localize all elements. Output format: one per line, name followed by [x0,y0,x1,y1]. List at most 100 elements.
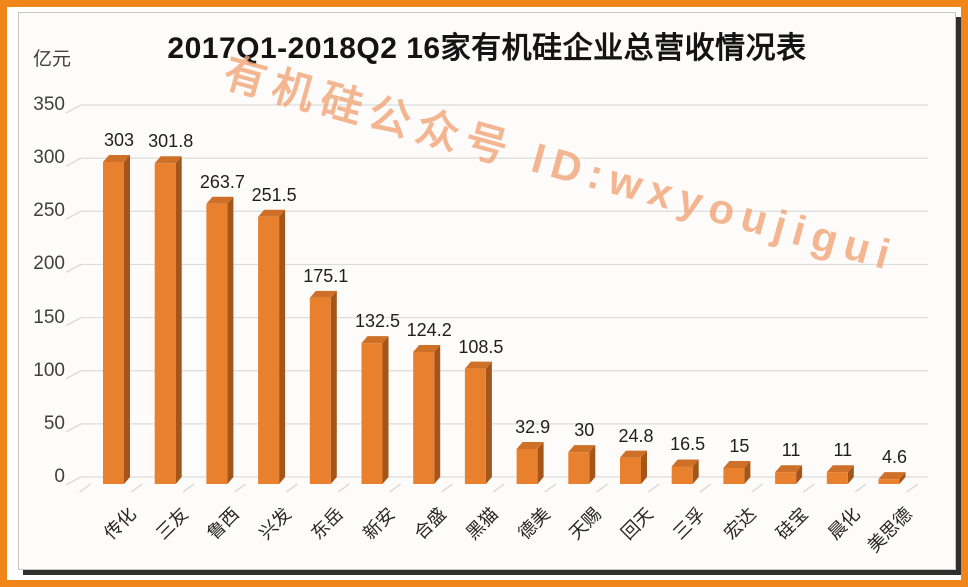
bar [154,163,176,484]
bar-value-label: 30 [574,420,595,441]
bar-side-face [899,472,906,484]
x-axis-tick [441,483,453,493]
bar-side-face [692,459,699,484]
x-axis-tick [802,483,815,493]
bar [309,297,331,484]
bar [775,472,797,484]
bar-top-face [671,459,699,467]
x-axis-tick [182,483,195,493]
x-axis-tick [751,483,764,493]
bar [464,368,486,484]
bar-top-face [878,472,906,480]
x-axis-tick [854,483,867,493]
bar-top-face [516,442,544,450]
x-axis-tick [285,483,298,493]
bar-side-face [279,209,286,485]
bar-value-label: 32.9 [515,417,551,438]
bar [361,343,383,484]
bar-top-face [620,450,647,458]
bar-value-label: 175.1 [303,265,349,286]
bar [568,452,590,484]
y-axis-tick [65,476,82,486]
bar [258,216,280,485]
x-axis-tick [337,483,350,493]
bar [826,472,848,484]
bar-top-face [154,156,182,164]
bar-top-face [775,465,803,473]
x-axis-tick [389,483,402,493]
bar-value-label: 4.6 [881,447,908,468]
bar-side-face [485,361,492,484]
bar-value-label: 16.5 [670,434,706,455]
bar-top-face [464,361,492,369]
bar-top-face [206,196,234,204]
bar-side-face [589,445,596,484]
bar-top-face [826,465,854,473]
bar-side-face [847,465,854,484]
bar-side-face [175,156,182,484]
x-axis-tick [906,483,919,493]
y-axis-tick [65,104,82,114]
chart-title: 2017Q1-2018Q2 16家有机硅企业总营收情况表 [167,32,807,65]
bar-value-label: 124.2 [406,319,452,340]
bar-top-face [258,209,286,217]
x-axis-tick [130,483,143,493]
y-axis-tick-label: 200 [33,253,65,275]
bar [671,466,693,484]
chart-card: 2017Q1-2018Q2 16家有机硅企业总营收情况表 亿元 有机硅公众号 I… [18,12,956,570]
bar-top-face [413,344,441,352]
y-axis-tick [65,370,82,380]
y-axis-tick-label: 100 [33,359,65,381]
chart-canvas [65,104,928,493]
y-axis-tick-label: 300 [33,147,65,169]
bar [206,203,228,484]
bar-side-face [641,450,647,484]
x-axis-tick [699,483,712,493]
bar-side-face [434,344,441,484]
bar [413,351,435,484]
bar [516,449,538,484]
bar-side-face [796,465,803,484]
bar-value-label: 11 [833,440,853,461]
x-axis-tick [596,483,609,493]
bar-side-face [124,154,130,484]
bar-top-face [309,290,337,298]
x-axis-tick [79,483,92,493]
y-axis-tick-label: 150 [33,306,65,328]
bar-value-label: 303 [103,129,135,150]
bar-value-label: 263.7 [199,171,245,192]
bar-value-label: 11 [781,440,801,461]
x-axis-tick [492,483,505,493]
bar-side-face [537,442,544,484]
bar-side-face [330,290,337,484]
bar-top-face [361,336,389,344]
bar-side-face [227,196,234,484]
bar-top-face [103,154,130,162]
bar-value-label: 24.8 [618,425,654,446]
bar [620,457,641,484]
bar-top-face [723,461,751,469]
x-axis-tick [234,483,247,493]
bar-value-label: 251.5 [251,184,297,205]
y-axis-tick-label: 250 [33,200,65,222]
bar [103,161,124,484]
bar-side-face [382,336,389,484]
y-axis-tick [65,210,82,220]
bar-top-face [568,445,596,453]
bar [878,479,900,484]
x-axis-tick [544,483,557,493]
bar-value-label: 132.5 [354,311,401,332]
y-axis-unit-label: 亿元 [33,49,72,70]
y-axis-tick [65,263,82,274]
x-axis-tick [647,483,660,493]
bar-side-face [744,461,751,484]
y-axis-tick-label: 50 [43,412,65,434]
y-axis-tick-label: 0 [54,466,65,487]
bar-value-label: 15 [729,436,750,457]
y-axis-tick [65,423,82,433]
y-axis-tick [65,316,82,327]
bar-value-label: 108.5 [458,336,504,357]
y-axis-tick-label: 350 [33,94,65,115]
y-axis-tick [65,157,82,167]
